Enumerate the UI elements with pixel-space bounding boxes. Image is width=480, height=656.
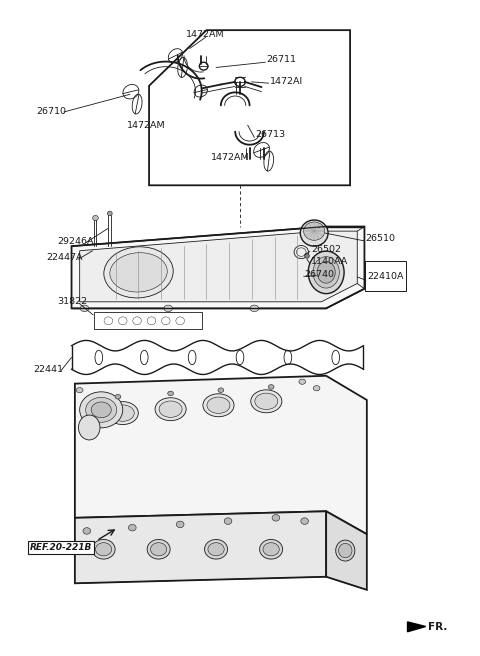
Ellipse shape [272, 514, 280, 521]
Ellipse shape [91, 402, 111, 418]
Ellipse shape [299, 379, 306, 384]
Ellipse shape [164, 305, 172, 312]
Text: 29246A: 29246A [57, 237, 94, 246]
Text: 31822: 31822 [57, 297, 87, 306]
Ellipse shape [78, 415, 100, 440]
Ellipse shape [96, 543, 112, 556]
Ellipse shape [301, 518, 309, 524]
Text: 26740: 26740 [305, 270, 335, 279]
Ellipse shape [338, 543, 352, 558]
Ellipse shape [188, 350, 196, 365]
Polygon shape [75, 511, 326, 583]
Ellipse shape [207, 397, 230, 413]
Text: 22441: 22441 [33, 365, 63, 374]
Ellipse shape [110, 253, 167, 292]
Text: 26711: 26711 [266, 55, 296, 64]
Ellipse shape [115, 394, 121, 399]
Ellipse shape [104, 247, 173, 298]
Ellipse shape [85, 398, 117, 422]
Text: 1140AA: 1140AA [311, 257, 348, 266]
Ellipse shape [263, 543, 279, 556]
Ellipse shape [313, 256, 339, 288]
Ellipse shape [268, 384, 274, 389]
Ellipse shape [317, 262, 335, 283]
Polygon shape [72, 226, 364, 308]
Ellipse shape [108, 211, 112, 216]
Ellipse shape [129, 524, 136, 531]
Text: 1472AM: 1472AM [186, 30, 225, 39]
Ellipse shape [224, 518, 232, 524]
Ellipse shape [300, 220, 328, 246]
Ellipse shape [208, 543, 224, 556]
Text: FR.: FR. [428, 621, 447, 632]
Text: 22410A: 22410A [367, 272, 404, 281]
Ellipse shape [336, 540, 355, 561]
Ellipse shape [250, 305, 259, 312]
Ellipse shape [284, 350, 292, 365]
Text: 26713: 26713 [255, 131, 286, 139]
Ellipse shape [204, 539, 228, 559]
Ellipse shape [168, 391, 173, 396]
Ellipse shape [305, 254, 310, 258]
Ellipse shape [141, 350, 148, 365]
Ellipse shape [80, 305, 89, 312]
Ellipse shape [111, 405, 134, 421]
Ellipse shape [251, 390, 282, 413]
Ellipse shape [255, 393, 278, 409]
Text: 26502: 26502 [311, 245, 341, 254]
Ellipse shape [260, 539, 283, 559]
Ellipse shape [308, 251, 344, 294]
Ellipse shape [313, 386, 320, 391]
Text: 1472AM: 1472AM [211, 154, 250, 162]
Ellipse shape [304, 222, 324, 240]
Ellipse shape [107, 401, 138, 424]
Ellipse shape [236, 350, 244, 365]
Polygon shape [326, 511, 367, 590]
Ellipse shape [147, 539, 170, 559]
Text: 26510: 26510 [365, 234, 396, 243]
Text: REF.20-221B: REF.20-221B [29, 543, 92, 552]
Ellipse shape [80, 392, 123, 428]
Polygon shape [80, 231, 357, 302]
Text: 1472AM: 1472AM [127, 121, 165, 130]
Ellipse shape [95, 350, 103, 365]
Polygon shape [408, 622, 426, 632]
Ellipse shape [218, 388, 224, 392]
Ellipse shape [151, 543, 167, 556]
Ellipse shape [203, 394, 234, 417]
Text: 1472AI: 1472AI [270, 77, 303, 87]
Ellipse shape [159, 401, 182, 417]
Ellipse shape [92, 539, 115, 559]
Ellipse shape [83, 527, 91, 534]
Ellipse shape [76, 388, 83, 393]
Ellipse shape [176, 521, 184, 527]
Text: 26710: 26710 [36, 108, 67, 117]
Text: 22447A: 22447A [46, 253, 83, 262]
Ellipse shape [93, 215, 98, 220]
Ellipse shape [332, 350, 339, 365]
Ellipse shape [155, 398, 186, 420]
Polygon shape [75, 376, 367, 534]
